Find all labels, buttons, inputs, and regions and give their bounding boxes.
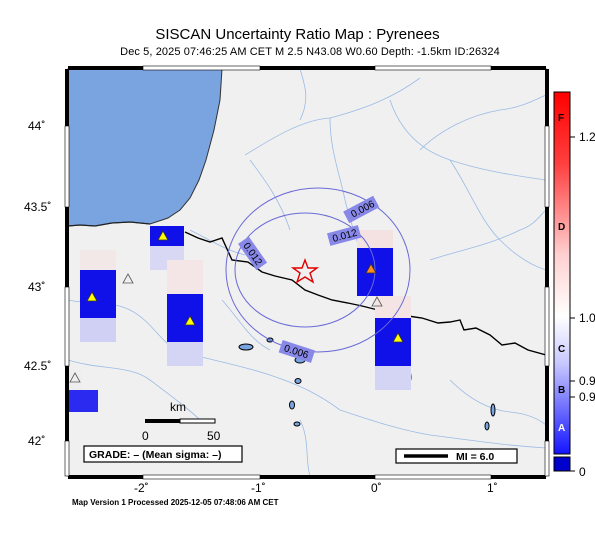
- colorbar-tick: 1.2: [579, 130, 595, 144]
- lon-tick-label: 0˚: [371, 481, 382, 495]
- station-triangle: [86, 291, 98, 302]
- scale-bar-unit: km: [170, 400, 186, 414]
- grade-letter: B: [558, 385, 565, 396]
- colorbar-tick: 1.0: [579, 311, 595, 325]
- lon-tick-label: 1˚: [487, 481, 498, 495]
- colorbar-tick: 0.9: [579, 390, 595, 404]
- lon-tick-label: -2˚: [134, 481, 149, 495]
- station-triangle-empty: [122, 273, 134, 284]
- uncertainty-cells: [68, 226, 411, 412]
- rivers: [68, 69, 546, 476]
- map-title: SISCAN Uncertainty Ratio Map : Pyrenees: [155, 26, 440, 43]
- scale-bar-right: 50: [207, 429, 221, 443]
- grade-letter: D: [558, 222, 565, 233]
- stations: [69, 230, 404, 383]
- map-frame: [64, 65, 550, 480]
- lat-tick-label: 43˚: [28, 280, 45, 294]
- national-border: [184, 231, 546, 356]
- mi-legend-label: MI = 6.0: [456, 451, 494, 463]
- lon-tick-label: -1˚: [251, 481, 266, 495]
- footer-note: Map Version 1 Processed 2025-12-05 07:48…: [72, 498, 279, 507]
- map-area[interactable]: 0.006 0.012 0.012 0.006 km 0: [68, 69, 546, 476]
- scale-bar-left: 0: [142, 429, 149, 443]
- grade-letter: A: [558, 423, 565, 434]
- lon-axis: -2˚ -1˚ 0˚ 1˚: [134, 481, 498, 495]
- colorbar-tick: 0.9: [579, 374, 595, 388]
- grade-label: GRADE: – (Mean sigma: –): [89, 449, 221, 461]
- north-coast: [68, 221, 151, 227]
- lat-tick-label: 42˚: [28, 434, 45, 448]
- grade-letter: F: [558, 113, 564, 124]
- lat-tick-label: 43.5˚: [24, 200, 51, 214]
- station-triangle: [184, 315, 196, 326]
- map-subtitle: Dec 5, 2025 07:46:25 AM CET M 2.5 N43.08…: [120, 46, 500, 58]
- contours: [225, 187, 411, 353]
- epicenter-star-icon: [290, 258, 320, 284]
- lat-axis: 44˚ 43.5˚ 43˚ 42.5˚ 42˚: [24, 119, 51, 448]
- colorbar: 1.2 1.0 0.9 0.9 0 F D C B A: [553, 91, 595, 479]
- colorbar-tick: 0: [579, 465, 586, 479]
- station-triangle-empty: [371, 296, 383, 307]
- scale-bar: km 0 50: [142, 400, 221, 443]
- station-triangle: [392, 332, 404, 343]
- lat-tick-label: 44˚: [28, 119, 45, 133]
- station-triangle: [365, 263, 377, 274]
- station-triangle: [157, 230, 169, 241]
- grade-box: GRADE: – (Mean sigma: –): [83, 445, 243, 463]
- lat-tick-label: 42.5˚: [24, 359, 51, 373]
- mi-legend: MI = 6.0: [395, 448, 518, 464]
- grade-letter: C: [558, 344, 565, 355]
- station-triangle-empty: [69, 372, 81, 383]
